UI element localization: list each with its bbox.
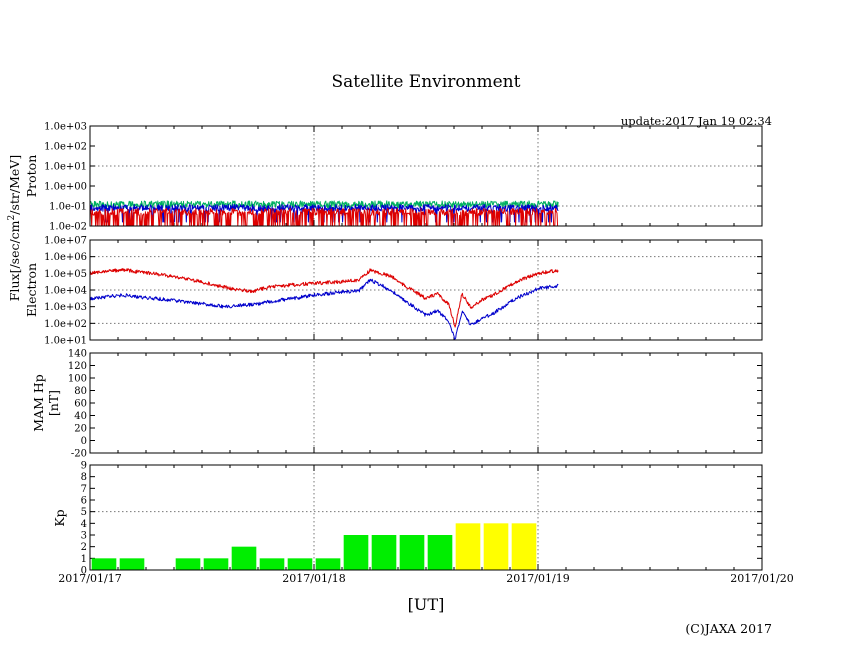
y-tick-label: 1.0e+07 [44, 236, 87, 247]
kp-bar [259, 558, 285, 570]
mam-hp-ylabel: MAM Hp [31, 374, 46, 432]
kp-bar [315, 558, 341, 570]
kp-bar [287, 558, 313, 570]
kp-bar [119, 558, 145, 570]
y-tick-label: 1.0e+01 [44, 336, 87, 347]
y-tick-label: 1.0e+02 [44, 142, 87, 153]
y-tick-label: 60 [74, 399, 87, 410]
y-tick-label: 0 [81, 436, 87, 447]
y-tick-label: 1.0e+06 [44, 252, 87, 263]
x-axis-label: [UT] [408, 595, 445, 614]
y-tick-label: 80 [74, 386, 87, 397]
x-tick-label-0: 2017/01/17 [58, 572, 121, 585]
kp-bar [483, 523, 509, 570]
kp-bar [371, 535, 397, 570]
electron-channel-red-line [89, 268, 559, 328]
y-tick-label: 40 [74, 411, 87, 422]
y-tick-label: 1.0e-01 [49, 202, 87, 213]
y-tick-label: 0 [81, 566, 87, 577]
panel-frame [89, 125, 763, 227]
y-tick-label: 1.0e+02 [44, 319, 87, 330]
y-tick-label: 1.0e-02 [49, 222, 87, 233]
y-tick-label: 1.0e+05 [44, 269, 87, 280]
electron-channel-blue-line [89, 278, 559, 341]
kp-bar [91, 558, 117, 570]
y-tick-label: 20 [74, 424, 87, 435]
copyright: (C)JAXA 2017 [685, 621, 772, 636]
kp-bar [399, 535, 425, 570]
kp-bar [203, 558, 229, 570]
y-tick-label: 7 [81, 484, 87, 495]
y-tick-label: 1.0e+03 [44, 302, 87, 313]
proton-channel-red-line [89, 208, 559, 227]
y-tick-label: 1 [81, 554, 87, 565]
kp-bar [455, 523, 481, 570]
proton-ylabel: Proton [24, 155, 39, 198]
y-tick-label: 1.0e+00 [44, 182, 87, 193]
y-tick-label: 3 [81, 531, 87, 542]
update-timestamp: update:2017 Jan 19 02:34 [621, 114, 772, 128]
y-tick-label: 5 [81, 507, 87, 518]
flux-ylabel: Flux[/sec/cm2/str/MeV] [7, 155, 22, 301]
y-tick-label: 6 [81, 496, 87, 507]
y-tick-label: 8 [81, 472, 87, 483]
x-tick-label-3: 2017/01/20 [730, 572, 793, 585]
kp-ylabel: Kp [52, 509, 67, 526]
y-tick-label: -20 [71, 449, 87, 460]
x-tick-label-2: 2017/01/19 [506, 572, 569, 585]
y-tick-label: 4 [81, 519, 87, 530]
flux-ylabel-suffix: /str/MeV] [7, 155, 22, 215]
y-tick-label: 120 [68, 361, 87, 372]
proton-panel: 1.0e-02 1.0e-01 1.0e+00 1.0e+01 1.0e+02 1.0e+… [44, 122, 763, 233]
panel-frame [89, 239, 763, 341]
flux-ylabel-sup: 2 [7, 215, 17, 221]
panel-frame [89, 352, 763, 454]
electron-ylabel: Electron [24, 263, 39, 317]
y-tick-label: 1.0e+04 [44, 286, 87, 297]
y-tick-label: 140 [68, 349, 87, 360]
kp-bar [231, 546, 257, 570]
y-tick-label: 2 [81, 542, 87, 553]
kp-bar [427, 535, 453, 570]
flux-ylabel-prefix: Flux[/sec/cm [7, 220, 22, 301]
kp-bar [343, 535, 369, 570]
chart-title: Satellite Environment [332, 72, 521, 92]
x-tick-label-1: 2017/01/18 [282, 572, 345, 585]
kp-bar [511, 523, 537, 570]
electron-panel: 1.0e+01 1.0e+02 1.0e+03 1.0e+04 1.0e+05 1.0e+… [44, 236, 763, 347]
y-tick-label: 9 [81, 461, 87, 472]
mam-hp-unit-label: [nT] [46, 390, 61, 416]
panel-frame [89, 464, 763, 571]
kp-bar [175, 558, 201, 570]
y-tick-label: 1.0e+03 [44, 122, 87, 133]
y-tick-label: 100 [68, 374, 87, 385]
y-tick-label: 1.0e+01 [44, 162, 87, 173]
